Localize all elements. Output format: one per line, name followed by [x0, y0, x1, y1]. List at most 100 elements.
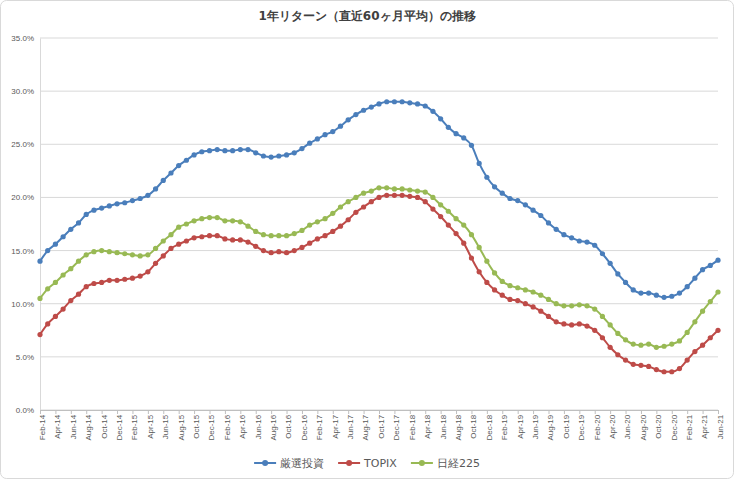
- point: [145, 269, 150, 274]
- point: [245, 147, 250, 152]
- x-tick: Dec-18: [485, 410, 494, 441]
- legend-item: 厳選投資: [254, 457, 324, 470]
- point: [76, 259, 81, 264]
- point: [130, 252, 135, 257]
- point: [484, 280, 489, 285]
- point: [561, 303, 566, 308]
- x-tick-mark: [225, 410, 226, 414]
- point: [692, 276, 697, 281]
- x-tick-label: Jun-20: [623, 414, 632, 439]
- point: [646, 342, 651, 347]
- point: [400, 193, 405, 198]
- x-tick: Apr-14: [53, 410, 62, 439]
- point: [269, 154, 274, 159]
- point: [184, 158, 189, 163]
- point: [623, 337, 628, 342]
- point: [477, 161, 482, 166]
- point: [299, 228, 304, 233]
- x-tick: Jun-20: [623, 410, 632, 439]
- x-tick: Oct-16: [284, 410, 293, 439]
- point: [507, 196, 512, 201]
- y-tick: 30.0%: [11, 87, 40, 96]
- point: [330, 129, 335, 134]
- x-tick-mark: [626, 410, 627, 414]
- point: [423, 199, 428, 204]
- point: [584, 323, 589, 328]
- point: [631, 362, 636, 367]
- point: [384, 193, 389, 198]
- point: [453, 231, 458, 236]
- point: [523, 301, 528, 306]
- x-tick-mark: [256, 410, 257, 414]
- x-tick-mark: [579, 410, 580, 414]
- point: [554, 301, 559, 306]
- y-tick: 20.0%: [11, 193, 40, 202]
- x-tick-label: Apr-20: [608, 414, 617, 439]
- y-tick: 15.0%: [11, 247, 40, 256]
- x-tick-mark: [672, 410, 673, 414]
- point: [261, 153, 266, 158]
- point: [638, 343, 643, 348]
- point: [423, 190, 428, 195]
- point: [608, 345, 613, 350]
- point: [261, 232, 266, 237]
- point: [392, 99, 397, 104]
- x-tick: Apr-19: [516, 410, 525, 439]
- x-tick-mark: [348, 410, 349, 414]
- x-tick-mark: [410, 410, 411, 414]
- point: [184, 221, 189, 226]
- point: [453, 131, 458, 136]
- point: [369, 188, 374, 193]
- point: [530, 304, 535, 309]
- x-tick-mark: [441, 410, 442, 414]
- point: [215, 147, 220, 152]
- point: [307, 141, 312, 146]
- point: [500, 191, 505, 196]
- x-tick-mark: [533, 410, 534, 414]
- x-tick-label: Feb-21: [685, 414, 694, 440]
- point: [161, 253, 166, 258]
- point: [307, 222, 312, 227]
- point: [346, 217, 351, 222]
- y-tick-label: 15.0%: [11, 247, 34, 256]
- point: [500, 279, 505, 284]
- x-tick-mark: [379, 410, 380, 414]
- point: [507, 297, 512, 302]
- point: [384, 185, 389, 190]
- x-tick: Dec-20: [670, 410, 679, 441]
- point: [130, 198, 135, 203]
- x-tick-mark: [595, 410, 596, 414]
- point: [654, 293, 659, 298]
- point: [492, 184, 497, 189]
- point: [346, 117, 351, 122]
- y-tick: 5.0%: [16, 353, 40, 362]
- point: [168, 246, 173, 251]
- y-tick-label: 35.0%: [11, 34, 34, 43]
- point: [76, 220, 81, 225]
- point: [346, 199, 351, 204]
- point: [176, 225, 181, 230]
- legend-item: 日経225: [411, 457, 480, 470]
- point: [400, 99, 405, 104]
- point: [438, 116, 443, 121]
- x-tick-mark: [317, 410, 318, 414]
- point: [238, 147, 243, 152]
- x-tick-mark: [333, 410, 334, 414]
- point: [107, 203, 112, 208]
- y-tick-label: 30.0%: [11, 87, 34, 96]
- point: [376, 101, 381, 106]
- point: [600, 335, 605, 340]
- point: [438, 214, 443, 219]
- point: [315, 136, 320, 141]
- x-tick: Dec-15: [207, 410, 216, 441]
- point: [322, 132, 327, 137]
- point: [646, 364, 651, 369]
- point: [261, 248, 266, 253]
- point: [222, 218, 227, 223]
- point: [700, 343, 705, 348]
- x-tick: Jun-15: [161, 410, 170, 439]
- grid: [40, 38, 718, 410]
- point: [353, 210, 358, 215]
- point: [99, 280, 104, 285]
- point: [538, 213, 543, 218]
